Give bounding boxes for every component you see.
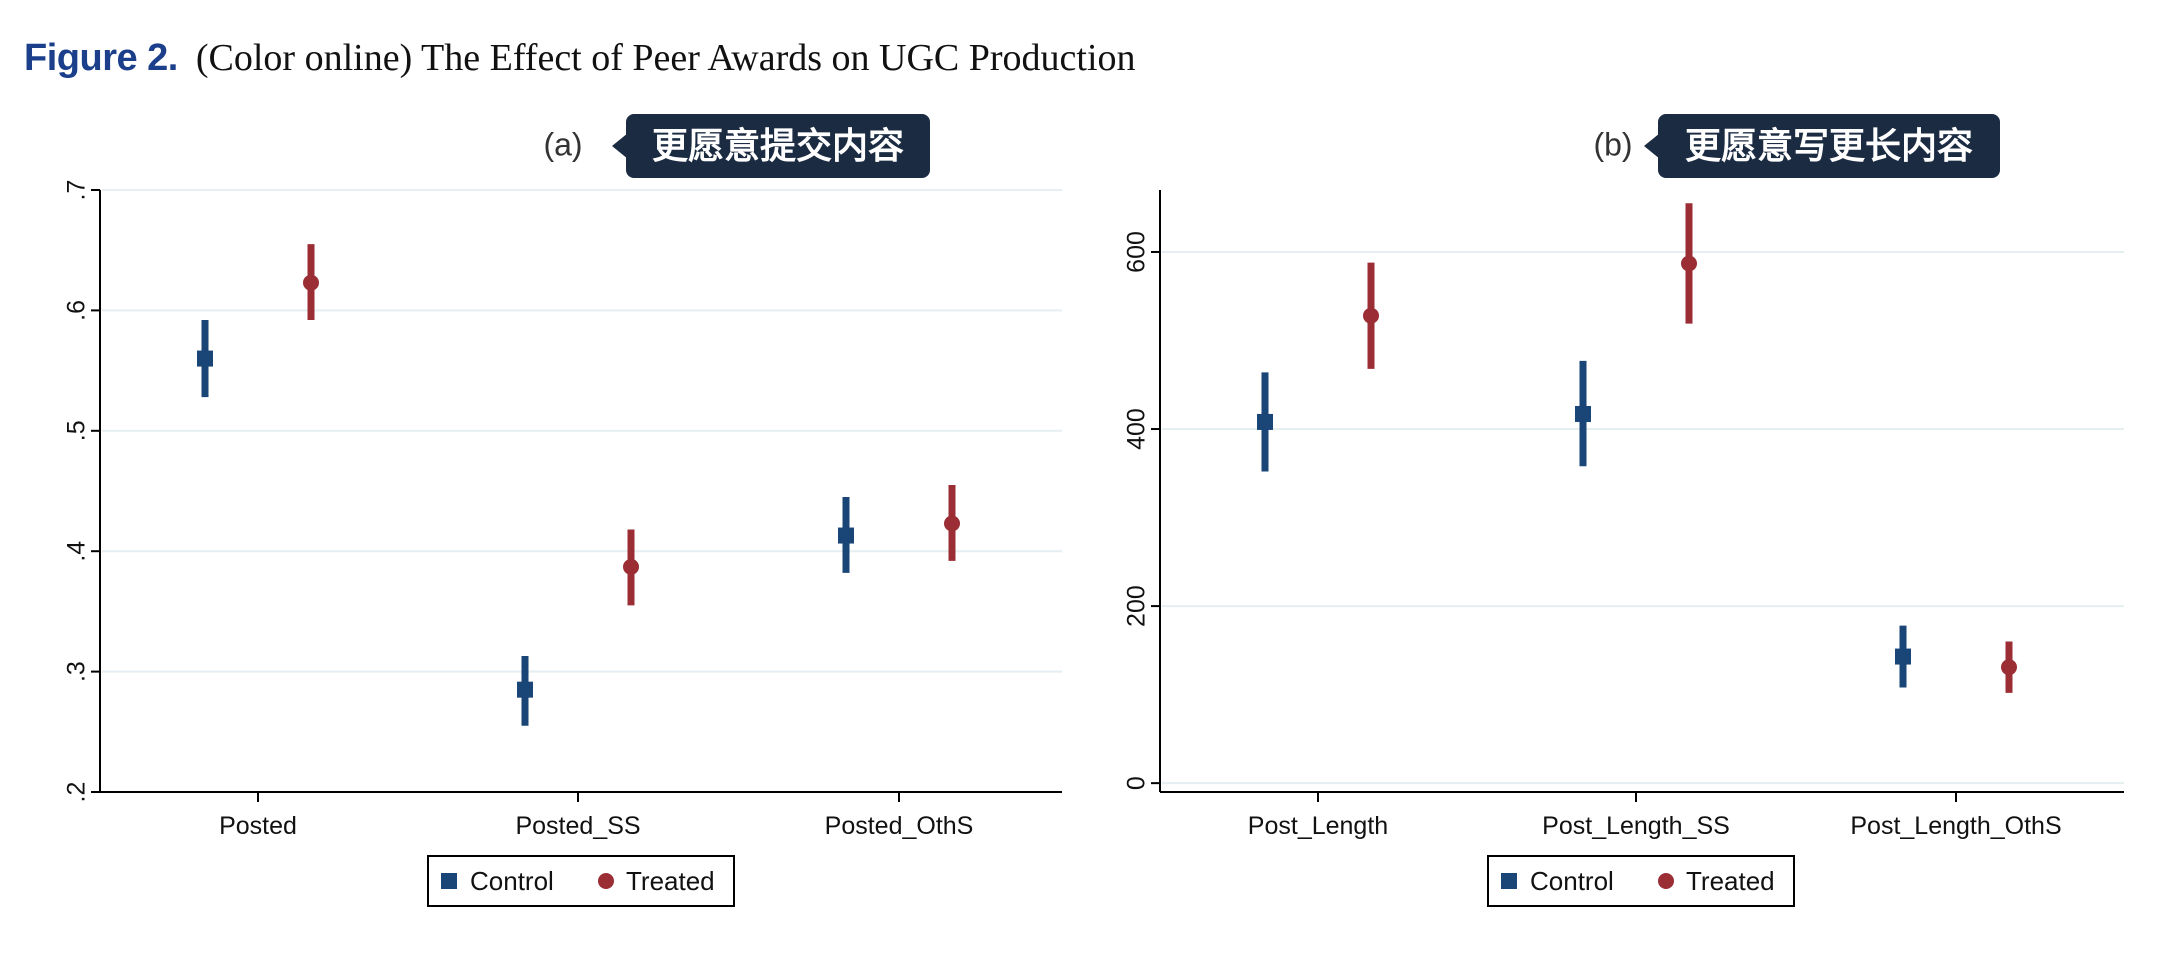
control-marker — [517, 681, 533, 698]
callout-text: 更愿意写更长内容 — [1685, 126, 1973, 167]
y-tick-label: .6 — [63, 300, 91, 321]
control-marker — [197, 350, 213, 367]
treated-marker — [1681, 255, 1697, 272]
subplot-label: (a) — [543, 126, 582, 162]
legend-control-label: Control — [1530, 866, 1614, 896]
control-marker — [1257, 413, 1273, 430]
subplot-label: (b) — [1593, 126, 1632, 162]
y-tick-label: .2 — [63, 782, 91, 803]
legend-control-marker — [1501, 873, 1517, 889]
y-tick-label: 400 — [1123, 408, 1151, 450]
x-tick-label: Posted_SS — [515, 812, 640, 840]
callout-pointer — [1644, 133, 1660, 159]
callout-pointer — [612, 133, 628, 159]
x-tick-label: Post_Length_OthS — [1850, 812, 2061, 840]
treated-marker — [303, 274, 319, 291]
control-marker — [1895, 648, 1911, 665]
figure-title: Figure 2. (Color online) The Effect of Pe… — [24, 36, 1136, 80]
treated-marker — [1363, 307, 1379, 324]
figure-label: Figure 2. — [24, 37, 178, 79]
figure-caption: (Color online) The Effect of Peer Awards… — [195, 37, 1136, 79]
y-tick-label: .3 — [63, 661, 91, 682]
legend-box — [427, 855, 735, 907]
treated-marker — [623, 558, 639, 575]
y-tick-label: .5 — [63, 420, 91, 441]
x-tick-label: Post_Length — [1248, 812, 1388, 840]
legend-treated-marker — [598, 873, 614, 889]
callout-box — [1658, 114, 2000, 178]
x-tick-label: Post_Length_SS — [1542, 812, 1730, 840]
legend-control-label: Control — [470, 866, 554, 896]
x-tick-label: Posted — [219, 812, 297, 840]
legend-box — [1487, 855, 1795, 907]
treated-marker — [2001, 659, 2017, 676]
chart-panel-a: .2 .3 .4 .5 .6 .7 Posted Posted_SS Posted_OthS (a… — [63, 114, 1062, 907]
legend-treated-label: Treated — [626, 866, 715, 896]
x-tick-label: Posted_OthS — [825, 812, 974, 840]
control-marker — [1575, 405, 1591, 422]
callout-text: 更愿意提交内容 — [652, 125, 904, 167]
y-tick-label: .7 — [63, 180, 91, 201]
y-tick-label: 200 — [1123, 585, 1151, 627]
legend-treated-label: Treated — [1686, 866, 1775, 896]
y-tick-label: 0 — [1123, 776, 1151, 790]
legend-control-marker — [441, 873, 457, 889]
callout-box — [626, 114, 930, 178]
legend-treated-marker — [1658, 873, 1674, 889]
control-marker — [838, 527, 854, 544]
chart-panel-b: 0 200 400 600 Post_Length Post_Length_SS Post_… — [1123, 114, 2124, 907]
y-tick-label: .4 — [63, 541, 91, 562]
treated-marker — [944, 515, 960, 532]
y-tick-label: 600 — [1123, 231, 1151, 273]
